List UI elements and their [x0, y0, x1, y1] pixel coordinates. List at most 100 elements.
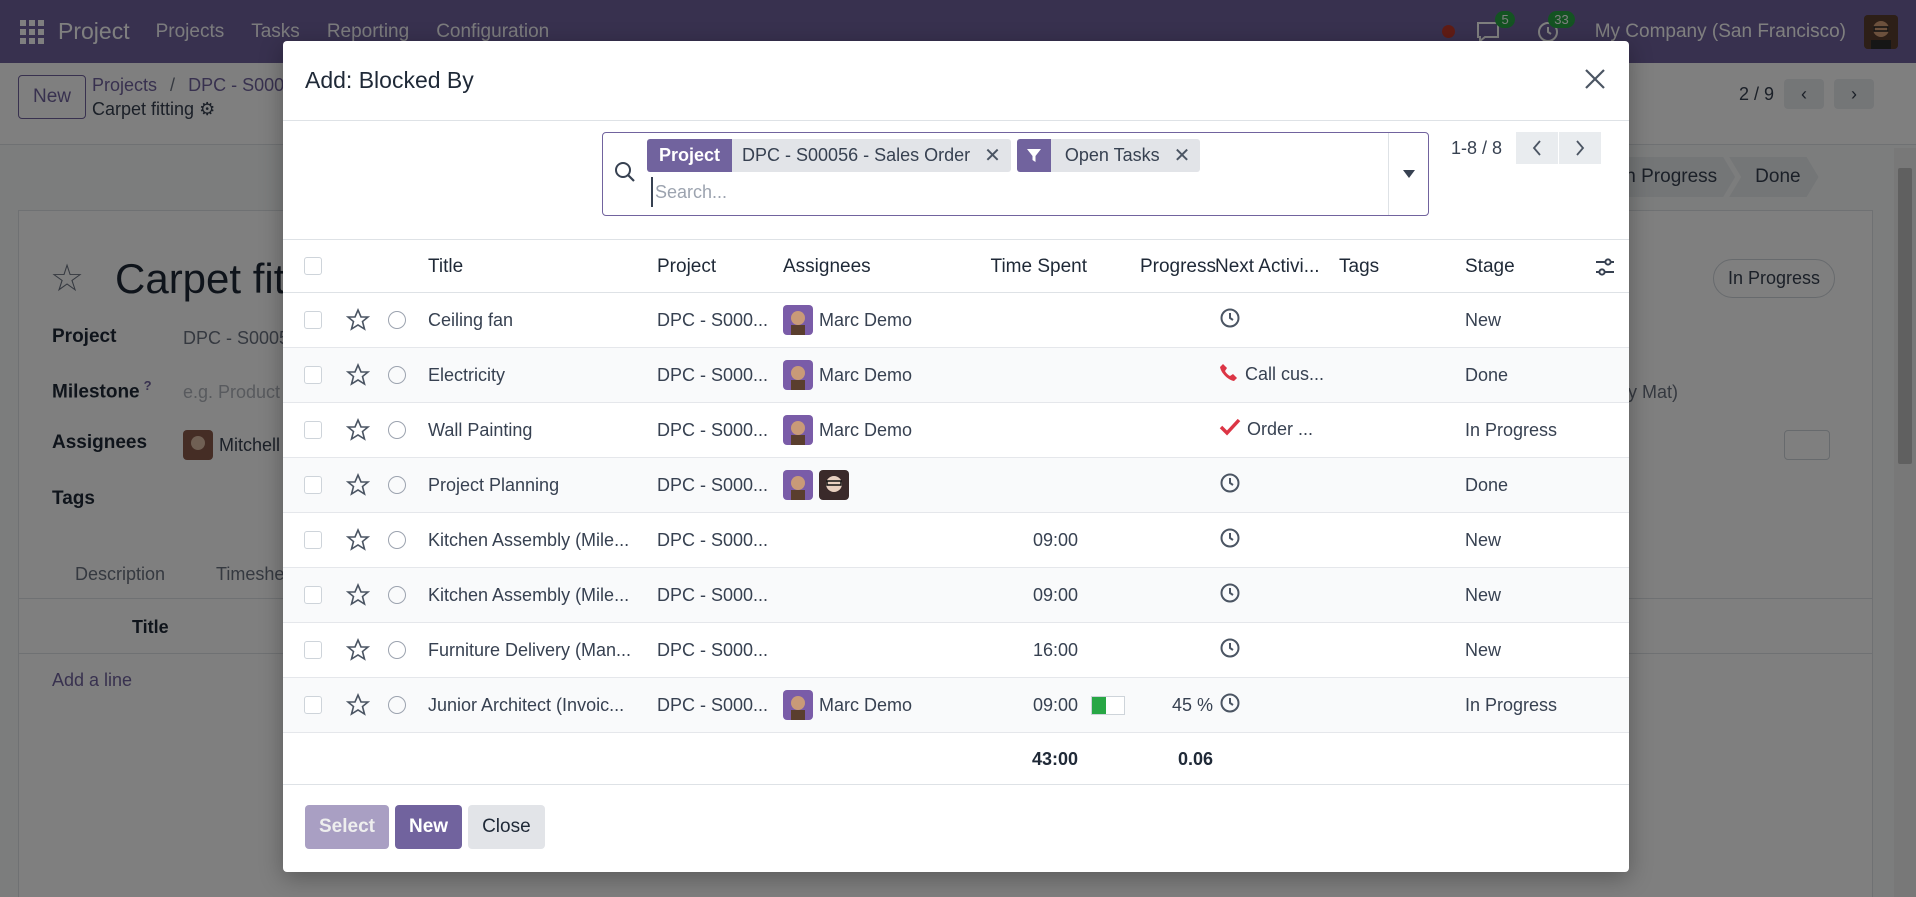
pager-next-button[interactable] [1559, 132, 1602, 164]
dialog-pager: 1-8 / 8 [1451, 132, 1602, 164]
task-time-spent: 09:00 [1032, 585, 1078, 605]
task-next-activity[interactable] [1219, 637, 1329, 664]
search-facets: Project DPC - S00056 - Sales Order ✕ Ope… [647, 139, 1201, 172]
list-header: Title Project Assignees Time Spent Progr… [283, 239, 1629, 293]
select-button[interactable]: Select [305, 805, 389, 849]
column-progress[interactable]: Progress [1139, 256, 1216, 277]
assignee-avatar [783, 470, 813, 500]
status-circle-icon[interactable] [388, 421, 406, 439]
list-footer: 43:00 0.06 [283, 733, 1629, 785]
star-icon[interactable] [346, 308, 370, 332]
star-icon[interactable] [346, 528, 370, 552]
new-button[interactable]: New [394, 805, 463, 849]
search-options-toggle[interactable] [1388, 133, 1428, 215]
search-icon [615, 162, 635, 182]
task-title: Electricity [428, 365, 506, 385]
task-next-activity[interactable] [1219, 307, 1329, 334]
remove-facet-icon[interactable]: ✕ [1173, 145, 1191, 167]
dialog-title: Add: Blocked By [305, 67, 474, 93]
task-next-activity[interactable]: Call cus... [1219, 362, 1329, 387]
select-all-checkbox[interactable] [304, 257, 322, 275]
status-circle-icon[interactable] [388, 586, 406, 604]
assignee-avatar [783, 690, 813, 720]
close-button[interactable]: Close [468, 805, 545, 849]
task-time-spent: 09:00 [1032, 530, 1078, 550]
task-next-activity[interactable] [1219, 472, 1329, 499]
task-title: Kitchen Assembly (Mile... [428, 585, 630, 605]
star-icon[interactable] [346, 638, 370, 662]
table-row[interactable]: Kitchen Assembly (Mile... DPC - S000... 09… [283, 513, 1629, 568]
table-row[interactable]: Kitchen Assembly (Mile... DPC - S000... 09… [283, 568, 1629, 623]
task-time-spent: 16:00 [1032, 640, 1078, 660]
status-circle-icon[interactable] [388, 696, 406, 714]
clock-icon [1219, 307, 1241, 334]
task-next-activity[interactable]: Order ... [1219, 417, 1329, 442]
facet-project-text: DPC - S00056 - Sales Order [742, 145, 971, 165]
column-tags[interactable]: Tags [1339, 256, 1380, 277]
row-checkbox[interactable] [304, 586, 322, 604]
table-row[interactable]: Junior Architect (Invoic... DPC - S000...… [283, 678, 1629, 733]
task-next-activity[interactable] [1219, 527, 1329, 554]
close-icon[interactable] [1579, 63, 1611, 95]
column-project[interactable]: Project [657, 256, 717, 277]
task-next-activity[interactable] [1219, 692, 1329, 719]
row-checkbox[interactable] [304, 531, 322, 549]
activity-summary: Order ... [1247, 419, 1314, 439]
star-icon[interactable] [346, 473, 370, 497]
row-checkbox[interactable] [304, 421, 322, 439]
row-checkbox[interactable] [304, 696, 322, 714]
phone-icon [1219, 362, 1239, 387]
star-icon[interactable] [346, 418, 370, 442]
status-circle-icon[interactable] [388, 476, 406, 494]
filter-icon [1016, 139, 1051, 172]
remove-facet-icon[interactable]: ✕ [984, 145, 1001, 167]
tasks-list: Title Project Assignees Time Spent Progr… [283, 239, 1629, 785]
task-next-activity[interactable] [1219, 582, 1329, 609]
facet-project: Project DPC - S00056 - Sales Order ✕ [647, 139, 1011, 172]
row-checkbox[interactable] [304, 366, 322, 384]
status-circle-icon[interactable] [388, 531, 406, 549]
table-row[interactable]: Furniture Delivery (Man... DPC - S000... 1… [283, 623, 1629, 678]
task-project: DPC - S000... [657, 585, 769, 605]
row-checkbox[interactable] [304, 311, 322, 329]
task-title: Junior Architect (Invoic... [428, 695, 625, 715]
column-assignees[interactable]: Assignees [783, 256, 871, 277]
task-project: DPC - S000... [657, 530, 769, 550]
assignee-name: Marc Demo [819, 364, 913, 385]
table-row[interactable]: Wall Painting DPC - S000... Marc Demo Order… [283, 403, 1629, 458]
column-next-activity[interactable]: Next Activi... [1215, 256, 1320, 277]
column-stage[interactable]: Stage [1465, 256, 1515, 277]
task-title: Wall Painting [428, 420, 533, 440]
optional-columns-icon[interactable] [1595, 258, 1615, 276]
star-icon[interactable] [346, 693, 370, 717]
assignee-avatar [819, 470, 849, 500]
table-row[interactable]: Ceiling fan DPC - S000... Marc Demo New [283, 293, 1629, 348]
status-circle-icon[interactable] [388, 641, 406, 659]
status-circle-icon[interactable] [388, 311, 406, 329]
column-time-spent[interactable]: Time Spent [990, 256, 1087, 277]
search-input[interactable] [651, 177, 1371, 207]
column-title[interactable]: Title [428, 256, 464, 277]
star-icon[interactable] [346, 363, 370, 387]
status-circle-icon[interactable] [388, 366, 406, 384]
task-assignees [783, 470, 849, 500]
table-row[interactable]: Project Planning DPC - S000... Done [283, 458, 1629, 513]
star-icon[interactable] [346, 583, 370, 607]
row-checkbox[interactable] [304, 641, 322, 659]
task-project: DPC - S000... [657, 420, 769, 440]
dialog-header: Add: Blocked By [283, 41, 1629, 121]
task-title: Ceiling fan [428, 310, 514, 330]
chevron-left-icon [1532, 140, 1541, 156]
clock-icon [1219, 692, 1241, 719]
table-row[interactable]: Electricity DPC - S000... Marc Demo Call cu… [283, 348, 1629, 403]
task-title: Furniture Delivery (Man... [428, 640, 632, 660]
task-project: DPC - S000... [657, 310, 769, 330]
task-title: Kitchen Assembly (Mile... [428, 530, 630, 550]
clock-icon [1219, 582, 1241, 609]
task-project: DPC - S000... [657, 640, 769, 660]
pager-value[interactable]: 1-8 / 8 [1451, 137, 1503, 158]
pager-previous-button[interactable] [1516, 132, 1559, 164]
assignee-avatar [783, 305, 813, 335]
row-checkbox[interactable] [304, 476, 322, 494]
task-assignees: Marc Demo [783, 690, 912, 720]
